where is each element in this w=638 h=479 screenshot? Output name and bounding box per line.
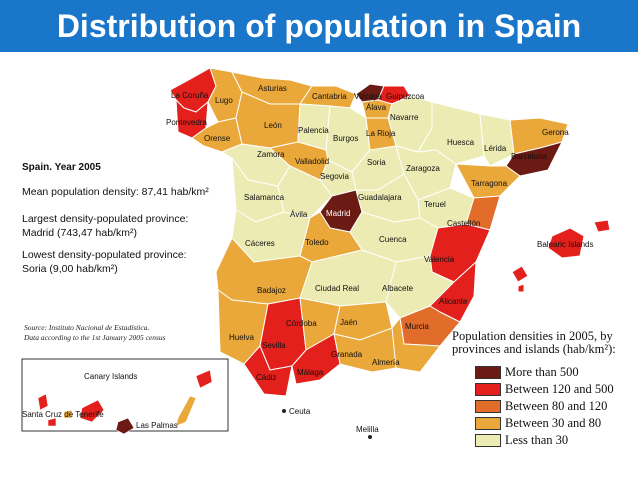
label-vizcaya: Vizcaya bbox=[354, 92, 382, 101]
label-alava: Álava bbox=[366, 103, 387, 112]
label-toledo: Toledo bbox=[305, 238, 329, 247]
label-ciudad-real: Ciudad Real bbox=[315, 284, 360, 293]
province-pontevedra bbox=[175, 99, 209, 139]
balearic-ibiza bbox=[511, 265, 529, 283]
source-line-1: Source: Instituto Nacional de Estadístic… bbox=[24, 323, 150, 332]
label-badajoz: Badajoz bbox=[257, 286, 286, 295]
label-melilla: Melilla bbox=[356, 425, 379, 434]
label-jaen: Jaén bbox=[340, 318, 358, 327]
label-zamora: Zamora bbox=[257, 150, 285, 159]
label-la-rioja: La Rioja bbox=[366, 129, 396, 138]
province-valencia bbox=[429, 223, 491, 283]
label-malaga: Málaga bbox=[297, 368, 324, 377]
label-guadalajara: Guadalajara bbox=[358, 193, 402, 202]
label-tarragona: Tarragona bbox=[471, 179, 508, 188]
label-segovia: Segovia bbox=[320, 172, 349, 181]
label-avila: Ávila bbox=[290, 210, 308, 219]
label-guipuzcoa: Guipuzcoa bbox=[386, 92, 425, 101]
label-huelva: Huelva bbox=[229, 333, 254, 342]
label-soria: Soria bbox=[367, 158, 386, 167]
legend-label: Less than 30 bbox=[505, 433, 569, 447]
label-cuenca: Cuenca bbox=[379, 235, 407, 244]
label-pontevedra: Pontevedra bbox=[166, 118, 207, 127]
label-lugo: Lugo bbox=[215, 96, 233, 105]
info-mean-density: Mean population density: 87,41 hab/km² bbox=[22, 186, 209, 198]
label-madrid: Madrid bbox=[326, 209, 351, 218]
label-burgos: Burgos bbox=[333, 134, 359, 143]
legend-label: Between 30 and 80 bbox=[505, 416, 602, 430]
legend-label: Between 120 and 500 bbox=[505, 382, 614, 396]
label-castellon: Castellón bbox=[447, 219, 481, 228]
canary-el-hierro bbox=[47, 417, 57, 427]
label-salamanca: Salamanca bbox=[244, 193, 285, 202]
label-zaragoza: Zaragoza bbox=[406, 164, 440, 173]
label-navarre: Navarre bbox=[390, 113, 419, 122]
label-teruel: Teruel bbox=[424, 200, 446, 209]
label-valladolid: Valladolid bbox=[295, 157, 330, 166]
label-lerida: Lérida bbox=[484, 144, 507, 153]
label-orense: Orense bbox=[204, 134, 231, 143]
legend-label: More than 500 bbox=[505, 365, 579, 379]
info-lowest-value: Soria (9,00 hab/km²) bbox=[22, 263, 118, 275]
label-albacete: Albacete bbox=[382, 284, 414, 293]
info-largest-value: Madrid (743,47 hab/km²) bbox=[22, 227, 137, 239]
label-huesca: Huesca bbox=[447, 138, 475, 147]
label-tenerife: Santa Cruz de Tenerife bbox=[22, 410, 104, 419]
legend-swatch bbox=[475, 400, 501, 413]
canary-la-gomera bbox=[63, 409, 73, 419]
title-bar: Distribution of population in Spain bbox=[0, 0, 638, 52]
label-almeria: Almería bbox=[372, 358, 400, 367]
legend-swatch bbox=[475, 383, 501, 396]
label-cantabria: Cantabria bbox=[312, 92, 347, 101]
ceuta-marker bbox=[282, 409, 286, 413]
info-largest-label: Largest density-populated province: bbox=[22, 213, 189, 225]
province-malaga bbox=[291, 333, 341, 385]
label-leon: León bbox=[264, 121, 282, 130]
canary-fuerteventura bbox=[175, 395, 197, 427]
legend-title-line-1: Population densities in 2005, by bbox=[452, 329, 613, 343]
legend-title: Population densities in 2005, by provinc… bbox=[452, 330, 637, 356]
label-cadiz: Cádiz bbox=[256, 373, 277, 382]
label-canary: Canary Islands bbox=[84, 372, 138, 381]
balearic-menorca bbox=[593, 219, 611, 233]
label-sevilla: Sevilla bbox=[262, 341, 286, 350]
label-gerona: Gerona bbox=[542, 128, 569, 137]
label-asturias: Asturias bbox=[258, 84, 287, 93]
label-cordoba: Córdoba bbox=[286, 319, 317, 328]
label-ceuta: Ceuta bbox=[289, 407, 311, 416]
canary-tenerife bbox=[79, 399, 105, 423]
label-la-coruna: La Coruña bbox=[171, 91, 209, 100]
page-title: Distribution of population in Spain bbox=[56, 8, 582, 44]
canary-lanzarote bbox=[195, 369, 213, 389]
label-barcelona: Barcelona bbox=[511, 152, 548, 161]
label-murcia: Murcia bbox=[405, 322, 430, 331]
province-lerida bbox=[479, 113, 515, 167]
label-valencia: Valencia bbox=[424, 255, 455, 264]
legend-swatch bbox=[475, 366, 501, 379]
spain-map bbox=[21, 67, 611, 439]
label-balearic: Balearic Islands bbox=[537, 240, 594, 249]
label-granada: Granada bbox=[331, 350, 363, 359]
info-lowest-label: Lowest density-populated province: bbox=[22, 249, 187, 261]
balearic-formentera bbox=[517, 283, 525, 293]
balearic-mallorca bbox=[547, 227, 585, 259]
label-caceres: Cáceres bbox=[245, 239, 275, 248]
label-alicante: Alicante bbox=[439, 297, 468, 306]
source-line-2: Data according to the 1st January 2005 c… bbox=[24, 333, 166, 342]
label-las-palmas: Las Palmas bbox=[136, 421, 178, 430]
label-palencia: Palencia bbox=[298, 126, 329, 135]
legend-swatch bbox=[475, 434, 501, 447]
legend-title-line-2: provinces and islands (hab/km²): bbox=[452, 342, 616, 356]
source-note: Source: Instituto Nacional de Estadístic… bbox=[24, 323, 166, 343]
info-heading: Spain. Year 2005 bbox=[22, 162, 101, 173]
canary-gran-canaria bbox=[115, 417, 135, 435]
legend-swatch bbox=[475, 417, 501, 430]
canary-la-palma bbox=[37, 393, 49, 411]
legend-label: Between 80 and 120 bbox=[505, 399, 608, 413]
province-almeria bbox=[391, 317, 441, 373]
melilla-marker bbox=[368, 435, 372, 439]
